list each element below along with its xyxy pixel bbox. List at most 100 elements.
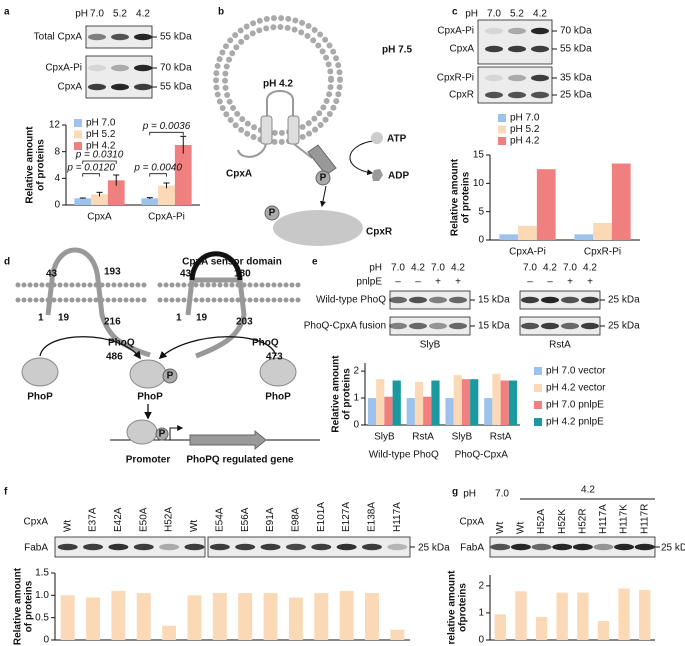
bar — [535, 616, 548, 640]
protein-label: PhoP — [27, 392, 53, 403]
x-tick-label: RstA — [412, 432, 434, 443]
y-tick-label: 1 — [478, 608, 484, 619]
bar — [431, 380, 440, 425]
lane-label: 4.2 — [581, 485, 595, 496]
blot-band — [510, 543, 531, 551]
blot-band — [336, 543, 357, 551]
bar — [60, 595, 75, 640]
phoq-left — [45, 247, 151, 358]
row-label: CpxA — [460, 517, 485, 528]
y-axis-label: Relative amount — [13, 567, 24, 645]
legend-label: pH 4.2 — [86, 141, 116, 152]
promoter-arrow — [169, 425, 184, 440]
kinase-domain — [307, 144, 337, 176]
group-label: PhoQ-CpxA — [455, 450, 509, 461]
phospho-icon — [162, 368, 178, 384]
legend-swatch — [534, 418, 542, 426]
lane-label: + — [567, 277, 573, 288]
molecule-label: ATP — [387, 134, 407, 145]
blot — [477, 19, 553, 65]
y-axis-label: of proteins — [36, 139, 47, 191]
blot-band — [531, 74, 549, 82]
bracket — [82, 173, 100, 177]
p-value: p = 0.0040 — [133, 162, 182, 173]
blot-band — [508, 91, 526, 99]
phospho-label: P — [320, 173, 327, 184]
bar — [74, 198, 92, 205]
lane-label: 4.2 — [543, 263, 557, 274]
blot-band — [449, 296, 467, 304]
gene-label: PhoPQ regulated gene — [186, 455, 294, 466]
phospho-icon — [155, 427, 169, 441]
lane-label: – — [547, 277, 553, 288]
y-tick-label: 1.5 — [35, 568, 49, 579]
blot-band — [88, 64, 106, 72]
phop-shape — [126, 419, 158, 445]
lane-label: 7.0 — [391, 263, 405, 274]
bracket — [82, 160, 117, 164]
bar — [470, 379, 479, 425]
y-tick-label: 2 — [353, 366, 359, 377]
size-label: 15 kDa — [478, 295, 510, 306]
row-label: CpxA — [58, 82, 83, 93]
blot-band — [111, 83, 129, 91]
blot-band — [521, 296, 539, 304]
residue-label: 19 — [58, 313, 70, 324]
adp-icon — [372, 169, 383, 181]
legend-swatch — [534, 367, 542, 375]
y-axis-label: ofproteins — [458, 583, 469, 632]
residue-label: 203 — [236, 317, 253, 328]
lane-label: + — [587, 277, 593, 288]
bar — [111, 590, 126, 640]
p-value: p = 0.0310 — [75, 150, 124, 161]
tm-helix — [287, 115, 300, 145]
size-label: 25 kDa — [608, 295, 640, 306]
panel-letter: b — [218, 7, 224, 18]
bar — [136, 593, 151, 640]
y-tick-label: 0 — [54, 200, 60, 211]
bracket — [149, 131, 184, 136]
bar — [577, 592, 589, 640]
bar — [364, 593, 379, 640]
cpxr-shape — [273, 210, 363, 246]
bar — [453, 375, 462, 425]
protein-label: CpxR — [366, 227, 393, 238]
env-label: pH 4.2 — [263, 79, 293, 90]
blot — [85, 55, 153, 99]
blot-band — [541, 296, 559, 304]
blot-band — [531, 543, 552, 551]
diagram-b — [213, 15, 383, 246]
arrow — [319, 185, 327, 208]
legend-label: pH 4.2 pnlpE — [546, 417, 604, 428]
blot-band — [485, 91, 503, 99]
x-tick-label: H52A — [536, 509, 547, 534]
lane-label: 4.2 — [451, 263, 465, 274]
bar — [288, 597, 303, 640]
cpxa-sensor — [189, 251, 243, 281]
promoter-label: Promoter — [126, 455, 171, 466]
residue-label: 473 — [266, 352, 283, 363]
bar — [263, 593, 278, 640]
x-tick-label: Wt — [62, 520, 73, 532]
bar — [556, 592, 568, 640]
diagram-d — [15, 247, 320, 451]
row-label: CpxR — [449, 90, 474, 101]
x-tick-label: RstA — [490, 432, 512, 443]
blot-band — [581, 322, 599, 330]
x-tick-label: E138A — [367, 502, 378, 532]
residue-label: 43 — [180, 269, 192, 280]
blot-band — [508, 45, 526, 53]
blot-band — [449, 322, 467, 330]
y-tick-label: 12 — [49, 120, 61, 131]
bar — [86, 597, 101, 640]
x-tick-label: SlyB — [452, 432, 473, 443]
blot-band — [552, 543, 573, 551]
blot-band — [133, 543, 154, 551]
y-axis-label: of proteins — [461, 171, 472, 223]
blot-band — [508, 27, 526, 35]
phospho-label: P — [269, 208, 276, 219]
lane-label: 7.0 — [563, 263, 577, 274]
x-tick-label: Wt — [495, 522, 506, 534]
blot-band — [634, 543, 655, 551]
molecule-label: ADP — [388, 171, 409, 182]
